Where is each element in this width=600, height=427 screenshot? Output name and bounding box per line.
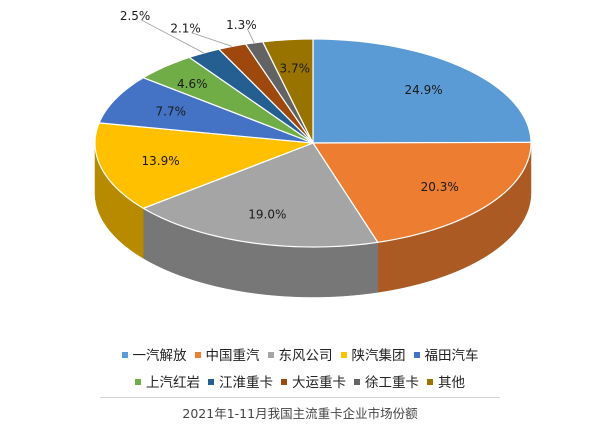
pie-slice-1	[312, 141, 532, 243]
legend-label: 中国重汽	[205, 348, 260, 364]
legend-label: 其他	[438, 375, 465, 391]
legend-swatch	[121, 352, 128, 358]
legend-item-0: 一汽解放	[121, 344, 187, 364]
data-label-7: 2.1%	[170, 22, 201, 36]
legend-swatch	[281, 379, 287, 385]
leader-line-7	[191, 32, 233, 47]
pie-slice-0	[312, 38, 532, 144]
legend-item-8: 徐工重卡	[354, 371, 419, 391]
data-label-1: 20.3%	[421, 180, 459, 194]
pie-slice-4	[98, 77, 314, 144]
data-label-4: 7.7%	[156, 104, 187, 118]
legend-item-9: 其他	[427, 371, 465, 391]
legend-swatch	[267, 352, 274, 358]
chart-caption: 2021年1-11月我国主流重卡企业市场份额	[182, 406, 418, 421]
legend-swatch	[340, 352, 347, 358]
pie-slice-3	[94, 122, 314, 209]
data-label-3: 13.9%	[142, 154, 180, 168]
legend-swatch	[354, 379, 360, 385]
leader-line-6	[140, 19, 204, 54]
legend-row-1: 一汽解放 中国重汽 东风公司 陕汽集团 福田汽车	[0, 344, 600, 364]
legend-item-3: 陕汽集团	[340, 344, 406, 364]
legend-label: 东风公司	[278, 348, 333, 364]
data-label-9: 3.7%	[280, 62, 311, 76]
pie-slice-5	[142, 56, 314, 144]
legend-item-7: 大运重卡	[281, 371, 346, 391]
legend-item-5: 上汽红岩	[135, 371, 200, 391]
data-label-8: 1.3%	[226, 18, 257, 32]
pie-slice-9	[262, 38, 314, 144]
legend-item-6: 江淮重卡	[208, 371, 273, 391]
legend-label: 徐工重卡	[365, 375, 419, 391]
leader-line-8	[247, 28, 255, 44]
legend-label: 福田汽车	[424, 348, 479, 364]
legend-swatch	[427, 379, 433, 385]
data-label-0: 24.9%	[405, 83, 443, 97]
legend-swatch	[135, 379, 141, 385]
legend-item-4: 福田汽车	[413, 344, 479, 364]
pie-slice-2	[142, 142, 379, 248]
pie-chart: 24.9% 20.3% 19.0% 13.9% 7.7% 4.6% 2.5% 2.1% 1.3%…	[94, 9, 532, 298]
legend-item-2: 东风公司	[267, 344, 333, 364]
data-label-6: 2.5%	[120, 9, 151, 23]
legend-swatch	[208, 379, 214, 385]
legend-label: 陕汽集团	[351, 348, 406, 364]
legend-label: 一汽解放	[132, 348, 187, 364]
data-labels: 24.9% 20.3% 19.0% 13.9% 7.7% 4.6% 2.5% 2.1% 1.3%…	[120, 9, 459, 222]
legend-label: 江淮重卡	[219, 375, 273, 391]
legend-label: 大运重卡	[292, 375, 346, 391]
legend-swatch	[194, 352, 201, 358]
pie-slice-7	[218, 43, 314, 144]
data-label-2: 19.0%	[248, 208, 286, 222]
pie-slices	[94, 38, 532, 248]
legend-item-1: 中国重汽	[194, 344, 260, 364]
pie-sides	[94, 142, 532, 298]
legend-row-2: 上汽红岩 江淮重卡 大运重卡 徐工重卡 其他	[0, 371, 600, 391]
legend-label: 上汽红岩	[146, 375, 200, 391]
divider	[100, 397, 500, 398]
data-label-5: 4.6%	[177, 77, 208, 91]
legend-swatch	[413, 352, 420, 358]
